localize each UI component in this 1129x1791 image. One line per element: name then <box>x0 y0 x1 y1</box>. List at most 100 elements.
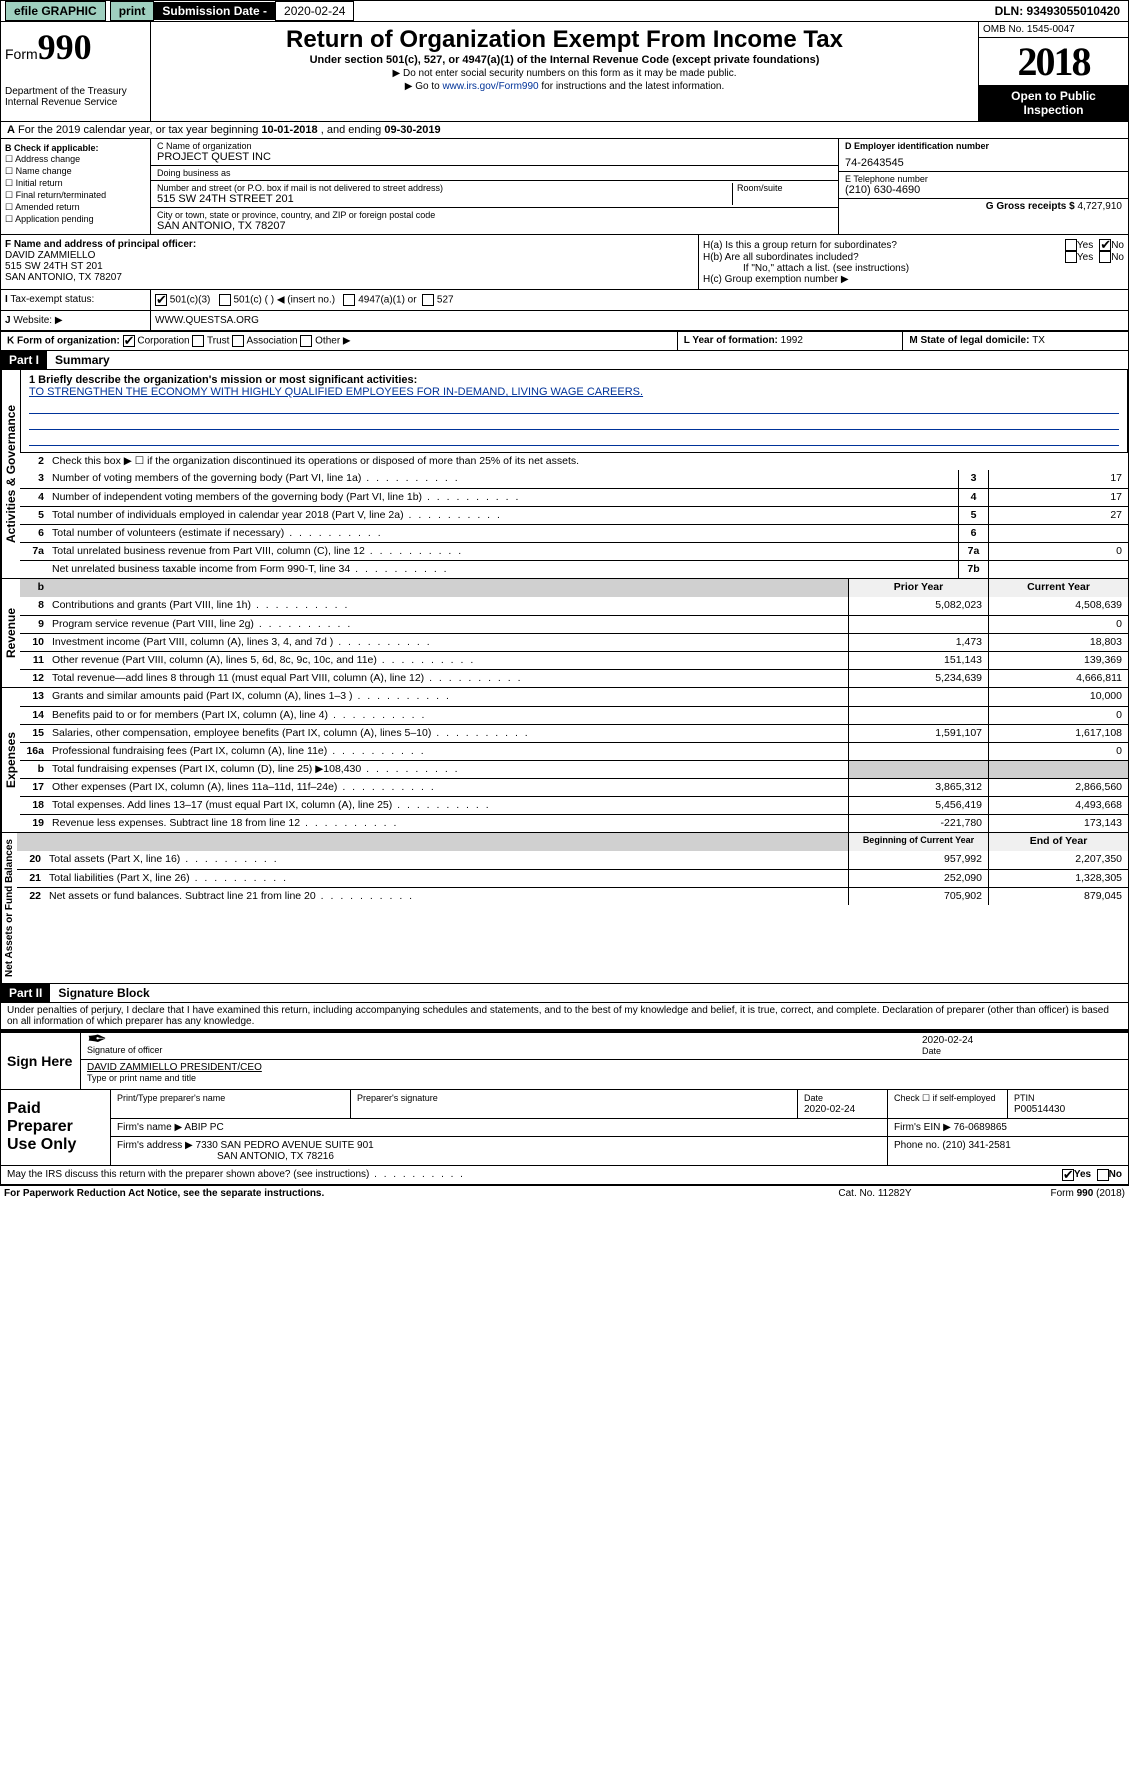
firm-addr-label: Firm's address ▶ <box>117 1140 193 1151</box>
f-label: F Name and address of principal officer: <box>5 239 196 250</box>
cat-no: Cat. No. 11282Y <box>775 1188 975 1199</box>
discuss-question: May the IRS discuss this return with the… <box>7 1169 1062 1181</box>
netassets-tab: Net Assets or Fund Balances <box>1 833 17 983</box>
table-row: Net unrelated business taxable income fr… <box>20 560 1128 578</box>
website-value: WWW.QUESTSA.ORG <box>155 315 259 326</box>
prior-year-hdr: Prior Year <box>848 579 988 597</box>
table-row: 22Net assets or fund balances. Subtract … <box>17 887 1128 905</box>
officer-group-block: F Name and address of principal officer:… <box>0 235 1129 290</box>
ha-yes[interactable] <box>1065 239 1077 251</box>
chk-application-pending[interactable]: ☐ Application pending <box>5 214 146 225</box>
klm-row: K Form of organization: Corporation Trus… <box>0 331 1129 351</box>
form-note-link: ▶ Go to www.irs.gov/Form990 for instruct… <box>155 81 974 92</box>
room-label: Room/suite <box>737 183 832 193</box>
tax-year: 2018 <box>979 38 1128 85</box>
part-i-header: Part I Summary <box>0 351 1129 370</box>
hb-label: H(b) Are all subordinates included? <box>703 252 1065 263</box>
city-label: City or town, state or province, country… <box>157 210 832 220</box>
table-row: 18Total expenses. Add lines 13–17 (must … <box>20 796 1128 814</box>
firm-phone-label: Phone no. <box>894 1140 942 1151</box>
governance-section: Activities & Governance 1 Briefly descri… <box>0 370 1129 579</box>
paid-preparer-label: Paid Preparer Use Only <box>1 1090 111 1165</box>
sig-date: 2020-02-24 <box>922 1035 1122 1046</box>
city-value: SAN ANTONIO, TX 78207 <box>157 220 832 232</box>
blank-line <box>29 416 1119 430</box>
form-990-number: 990 <box>38 27 92 67</box>
col-b-checkboxes: B Check if applicable: ☐ Address change … <box>1 139 151 234</box>
table-row: bTotal fundraising expenses (Part IX, co… <box>20 760 1128 778</box>
i-o1: 501(c)(3) <box>170 295 211 306</box>
ha-label: H(a) Is this a group return for subordin… <box>703 240 1065 251</box>
table-row: 6Total number of volunteers (estimate if… <box>20 524 1128 542</box>
revenue-tab: Revenue <box>1 579 20 687</box>
dln: DLN: 93493055010420 <box>987 2 1128 20</box>
chk-label: Application pending <box>15 214 94 224</box>
blank-line <box>29 400 1119 414</box>
print-button[interactable]: print <box>110 1 155 21</box>
i-501c3[interactable] <box>155 294 167 306</box>
part-i-badge: Part I <box>1 351 47 369</box>
b-header: B Check if applicable: <box>5 143 146 153</box>
i-527[interactable] <box>422 294 434 306</box>
group-return-block: H(a) Is this a group return for subordin… <box>698 235 1128 289</box>
page-footer: For Paperwork Reduction Act Notice, see … <box>0 1185 1129 1201</box>
line-a: A For the 2019 calendar year, or tax yea… <box>0 122 1129 139</box>
typed-name-label: Type or print name and title <box>87 1073 196 1083</box>
chk-final-return[interactable]: ☐ Final return/terminated <box>5 190 146 201</box>
k-label: K Form of organization: <box>7 336 120 347</box>
table-row: 4Number of independent voting members of… <box>20 488 1128 506</box>
street-address: 515 SW 24TH STREET 201 <box>157 193 732 205</box>
k-other[interactable] <box>300 335 312 347</box>
k-trust[interactable] <box>192 335 204 347</box>
chk-name-change[interactable]: ☐ Name change <box>5 166 146 177</box>
table-row: 15Salaries, other compensation, employee… <box>20 724 1128 742</box>
firm-ein: 76-0689865 <box>954 1122 1007 1133</box>
table-row: 13Grants and similar amounts paid (Part … <box>20 688 1128 706</box>
part-ii-badge: Part II <box>1 984 50 1002</box>
form-title: Return of Organization Exempt From Incom… <box>155 26 974 54</box>
form-header: Form990 Department of the Treasury Inter… <box>0 22 1129 122</box>
phone-label: E Telephone number <box>845 174 1122 184</box>
efile-button[interactable]: efile GRAPHIC <box>5 1 106 21</box>
i-501c[interactable] <box>219 294 231 306</box>
i-o2: 501(c) ( ) ◀ (insert no.) <box>233 295 335 306</box>
yes-label: Yes <box>1077 252 1093 263</box>
mission-block: 1 Briefly describe the organization's mi… <box>20 370 1128 452</box>
k-corp[interactable] <box>123 335 135 347</box>
no-label: No <box>1111 252 1124 263</box>
chk-amended-return[interactable]: ☐ Amended return <box>5 202 146 213</box>
chk-label: Name change <box>16 166 72 176</box>
i-label: Tax-exempt status: <box>10 294 94 305</box>
j-label: Website: ▶ <box>13 315 62 326</box>
dept-treasury: Department of the Treasury <box>5 86 146 97</box>
prep-date-label: Date <box>804 1093 823 1103</box>
org-info-block: B Check if applicable: ☐ Address change … <box>0 139 1129 235</box>
chk-address-change[interactable]: ☐ Address change <box>5 154 146 165</box>
k-assoc[interactable] <box>232 335 244 347</box>
table-row: 20Total assets (Part X, line 16)957,9922… <box>17 851 1128 869</box>
discuss-yes[interactable] <box>1062 1169 1074 1181</box>
i-o3: 4947(a)(1) or <box>358 295 416 306</box>
part-i-title: Summary <box>47 351 118 369</box>
irs-link[interactable]: www.irs.gov/Form990 <box>442 81 538 92</box>
officer-typed-name: DAVID ZAMMIELLO PRESIDENT/CEO <box>87 1062 1122 1073</box>
no-label: No <box>1111 240 1124 251</box>
yes-label: Yes <box>1077 240 1093 251</box>
chk-initial-return[interactable]: ☐ Initial return <box>5 178 146 189</box>
table-row: 3Number of voting members of the governi… <box>20 470 1128 488</box>
netassets-header: Beginning of Current Year End of Year <box>17 833 1128 851</box>
table-row: 8Contributions and grants (Part VIII, li… <box>20 597 1128 615</box>
hb-no[interactable] <box>1099 251 1111 263</box>
table-row: 5Total number of individuals employed in… <box>20 506 1128 524</box>
k-o4: Other ▶ <box>315 336 350 347</box>
i-4947[interactable] <box>343 294 355 306</box>
no-label: No <box>1109 1169 1122 1181</box>
website-row: J Website: ▶ WWW.QUESTSA.ORG <box>0 311 1129 331</box>
discuss-no[interactable] <box>1097 1169 1109 1181</box>
table-row: 7aTotal unrelated business revenue from … <box>20 542 1128 560</box>
ha-no[interactable] <box>1099 239 1111 251</box>
current-year-hdr: Current Year <box>988 579 1128 597</box>
hb-yes[interactable] <box>1065 251 1077 263</box>
mission-label: 1 Briefly describe the organization's mi… <box>29 374 417 386</box>
paid-preparer-block: Paid Preparer Use Only Print/Type prepar… <box>0 1090 1129 1166</box>
